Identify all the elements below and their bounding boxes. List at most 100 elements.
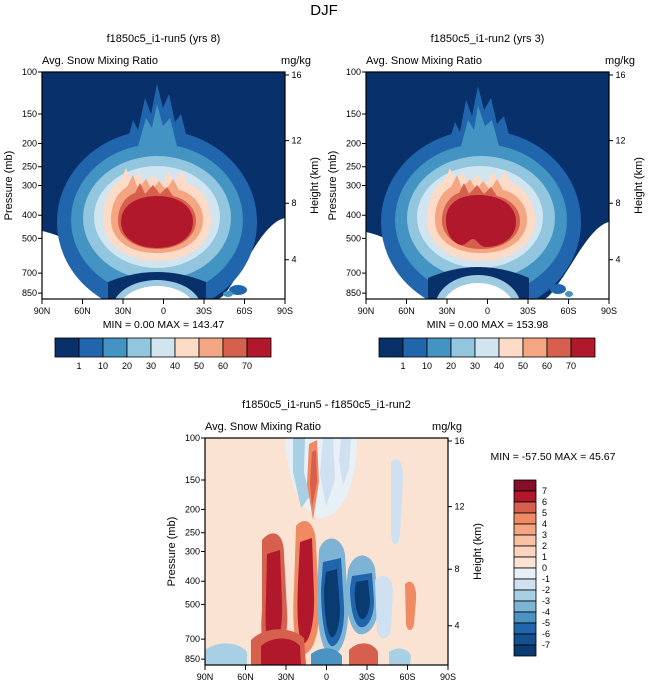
colorbar-segment (513, 523, 537, 536)
pressure-tick-marks (38, 71, 42, 294)
colorbar-segment (513, 600, 537, 613)
colorbar-tick-label: 3 (542, 530, 547, 540)
pressure-tick-label: 400 (22, 210, 37, 220)
colorbar-segment (474, 337, 500, 358)
colorbar-segment (513, 578, 537, 591)
minmax-stats: MIN = 0.00 MAX = 153.98 (427, 319, 549, 331)
pressure-tick-label: 200 (185, 505, 200, 515)
pressure-tick-label: 250 (22, 162, 37, 172)
height-tick-label: 12 (292, 136, 302, 146)
colorbar-tick-label: 2 (542, 541, 547, 551)
pressure-tick-label: 200 (22, 139, 37, 149)
pressure-tick-label: 300 (346, 181, 361, 191)
pressure-tick-label: 250 (346, 162, 361, 172)
lat-tick-label: 90S (277, 306, 293, 316)
height-axis-label: Height (km) (633, 157, 645, 214)
colorbar-tick-label: -6 (542, 629, 550, 639)
minmax-stats: MIN = -57.50 MAX = 45.67 (491, 451, 616, 463)
lat-tick-label: 60S (399, 672, 415, 682)
lat-tick-label: 60N (398, 306, 415, 316)
lat-tick-label: 60N (74, 306, 91, 316)
colorbar-tick-label: -1 (542, 574, 550, 584)
pressure-tick-label: 400 (346, 210, 361, 220)
colorbar-segment (513, 622, 537, 635)
height-tick-label: 16 (455, 436, 465, 446)
colorbar-segment (513, 501, 537, 514)
height-tick-label: 16 (616, 70, 626, 80)
colorbar-segment (78, 337, 104, 358)
pressure-tick-label: 700 (346, 268, 361, 278)
pressure-axis-label: Pressure (mb) (327, 151, 339, 221)
colorbar-tick-label: 40 (494, 361, 504, 371)
colorbar-segment (222, 337, 248, 358)
pressure-tick-label: 700 (185, 634, 200, 644)
colorbar-tick-label: -5 (542, 618, 550, 628)
height-tick-label: 4 (292, 255, 297, 265)
pressure-tick-label: 150 (22, 109, 37, 119)
panel-title: f1850c5_i1-run5 - f1850c5_i1-run2 (242, 399, 411, 411)
colorbar-tick-label: -4 (542, 607, 550, 617)
colorbar-tick-label: 10 (422, 361, 432, 371)
colorbar-tick-label: 30 (146, 361, 156, 371)
colorbar-segment (513, 556, 537, 569)
lat-tick-label: 30S (520, 306, 536, 316)
lat-tick-label: 90N (197, 672, 214, 682)
pressure-tick-label: 400 (185, 576, 200, 586)
colorbar-tick-label: -7 (542, 640, 550, 650)
height-tick-label: 12 (616, 136, 626, 146)
colorbar-segment (498, 337, 524, 358)
colorbar-segment (246, 337, 272, 358)
colorbar-tick-label: 6 (542, 497, 547, 507)
colorbar-segment (522, 337, 548, 358)
pressure-tick-label: 200 (346, 139, 361, 149)
colorbar-segment (150, 337, 176, 358)
colorbar-tick-label: 1 (76, 361, 81, 371)
field-label: Avg. Snow Mixing Ratio (42, 55, 158, 67)
colorbar-tick-label: -3 (542, 596, 550, 606)
height-tick-label: 8 (292, 198, 297, 208)
lat-tick-label: 90N (358, 306, 375, 316)
pressure-tick-label: 100 (22, 67, 37, 77)
colorbar-segment (513, 479, 537, 492)
colorbar-tick-label: 20 (446, 361, 456, 371)
colorbar-segment (513, 534, 537, 547)
lat-tick-label: 30N (115, 306, 132, 316)
pressure-axis-label: Pressure (mb) (166, 517, 178, 587)
panel-diff-plot: f1850c5_i1-run5 - f1850c5_i1-run2 Avg. S… (166, 399, 616, 682)
colorbar-tick-label: 30 (470, 361, 480, 371)
lat-tick-label: 90S (601, 306, 617, 316)
pressure-tick-label: 100 (346, 67, 361, 77)
colorbar-segment (513, 512, 537, 525)
lat-tick-label: 0 (485, 306, 490, 316)
colorbar-segment (102, 337, 128, 358)
height-tick-marks (448, 440, 452, 627)
colorbar-segment (378, 337, 404, 358)
colorbar-tick-label: 0 (542, 563, 547, 573)
pressure-tick-label: 150 (346, 109, 361, 119)
field-label: Avg. Snow Mixing Ratio (366, 55, 482, 67)
colorbar-tick-label: 60 (542, 361, 552, 371)
pressure-tick-marks (201, 437, 205, 660)
lat-tick-label: 60N (237, 672, 254, 682)
colorbar-segment (402, 337, 428, 358)
colorbar-segment (198, 337, 224, 358)
colorbar-segment (513, 545, 537, 558)
pressure-tick-label: 500 (185, 599, 200, 609)
height-tick-label: 4 (616, 255, 621, 265)
colorbar-tick-label: 5 (542, 508, 547, 518)
colorbar-segment (513, 633, 537, 646)
contour-field (42, 72, 285, 299)
units-label: mg/kg (432, 421, 462, 433)
pressure-tick-label: 100 (185, 433, 200, 443)
pressure-tick-label: 850 (22, 288, 37, 298)
colorbar-segment (513, 567, 537, 580)
panel-title: f1850c5_i1-run2 (yrs 3) (431, 33, 545, 45)
pressure-tick-label: 500 (346, 233, 361, 243)
colorbar-tick-label: 20 (122, 361, 132, 371)
lat-tick-marks (41, 299, 286, 304)
colorbar-tick-label: 1 (400, 361, 405, 371)
colorbar-segment (513, 611, 537, 624)
figure-title: DJF (310, 2, 338, 19)
colorbar-tick-label: 1 (542, 552, 547, 562)
